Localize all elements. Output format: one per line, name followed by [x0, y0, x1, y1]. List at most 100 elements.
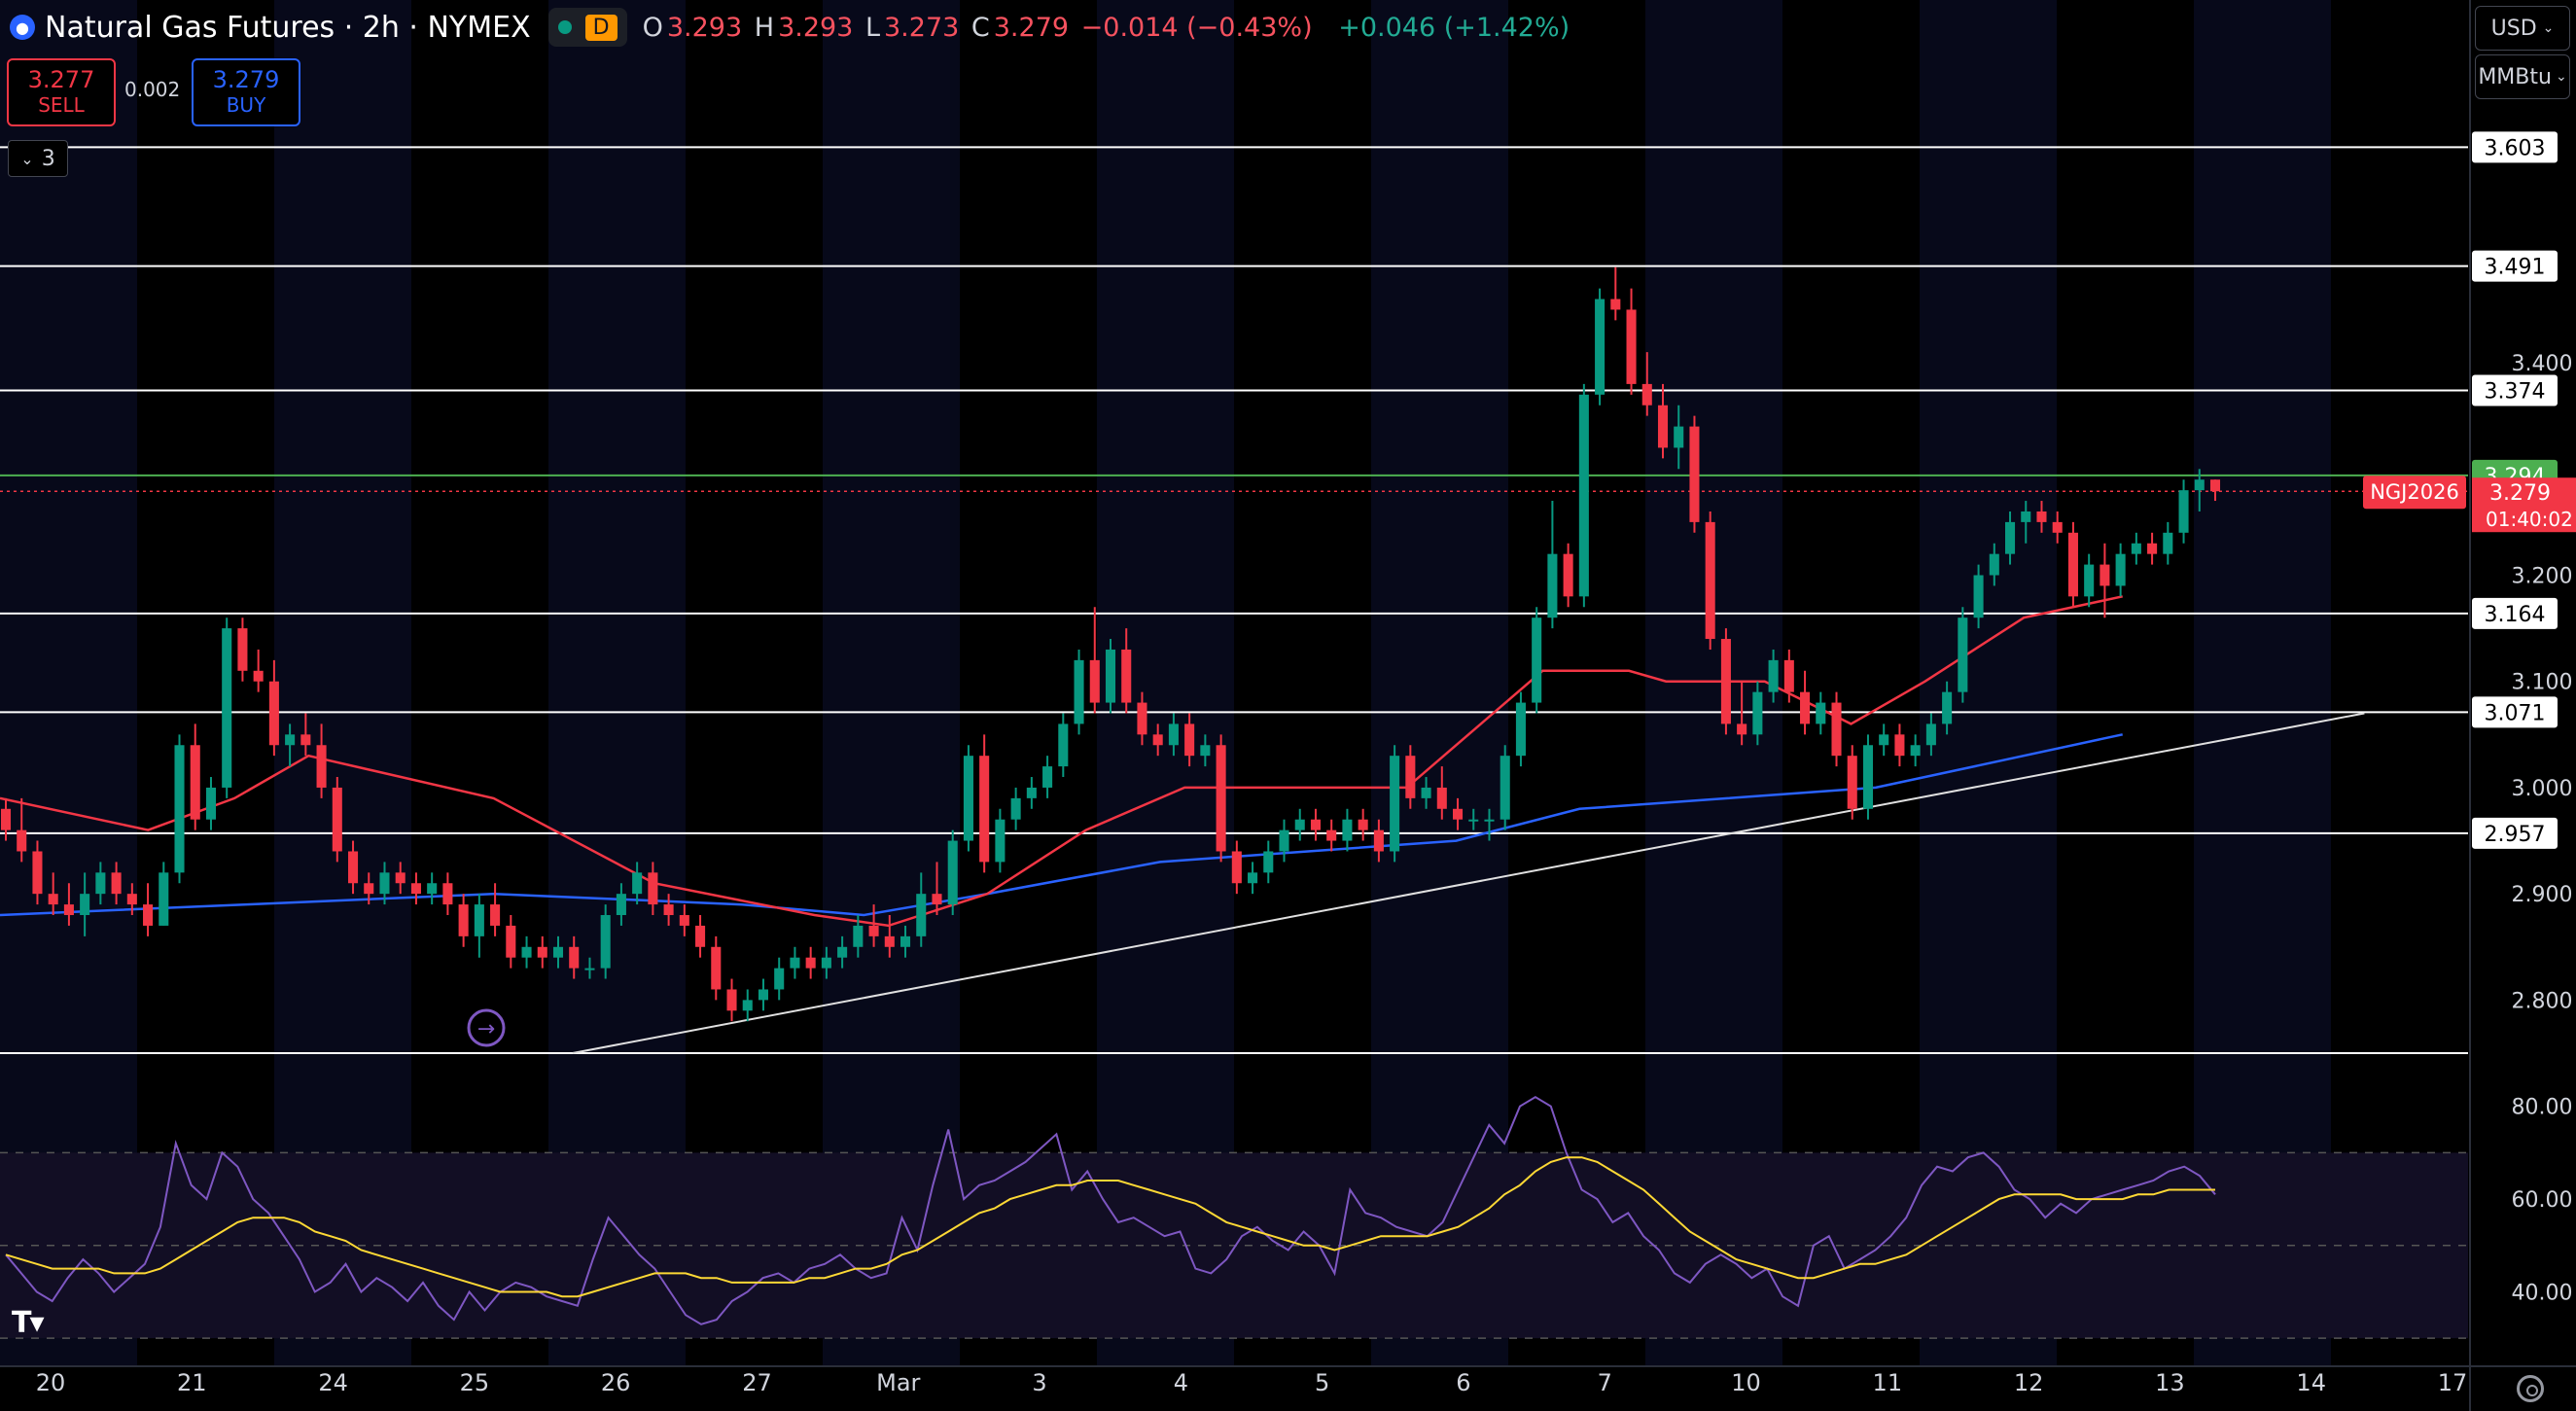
- session-band: [274, 0, 411, 1366]
- candle-body: [2084, 564, 2095, 597]
- candle-body: [63, 904, 74, 916]
- candle-body: [1373, 829, 1384, 852]
- candle-body: [126, 894, 137, 905]
- candle-body: [32, 851, 43, 895]
- candle-body: [758, 989, 769, 1001]
- price-axis[interactable]: 2.800 2.900 3.000 3.100 3.200 3.400 3.603 3.491…: [2363, 0, 2576, 1411]
- candle-body: [1026, 787, 1037, 798]
- session-band: [1371, 0, 1508, 1366]
- high-label: H: [754, 12, 775, 43]
- indicators-collapse-button[interactable]: ⌄ 3: [8, 140, 68, 177]
- level-price-label: 3.164: [2485, 603, 2546, 627]
- candle-body: [837, 946, 848, 958]
- candle-body: [742, 1000, 753, 1011]
- candle-body: [1358, 819, 1368, 830]
- time-tick-label: 17: [2438, 1369, 2468, 1396]
- last-price-label: 3.279: [2489, 481, 2551, 506]
- buy-button[interactable]: 3.279 BUY: [192, 58, 300, 126]
- time-tick-label: 7: [1598, 1369, 1612, 1396]
- level-price-label: 3.603: [2485, 136, 2546, 160]
- unit-label: MMBtu: [2478, 64, 2552, 89]
- candle-body: [868, 925, 879, 936]
- candle-body: [1421, 787, 1431, 798]
- candle-body: [490, 904, 501, 926]
- candle-body: [1168, 723, 1179, 746]
- currency-select[interactable]: USD ⌄: [2475, 6, 2570, 51]
- price-tick-label: 2.900: [2512, 883, 2573, 907]
- candle-body: [1058, 723, 1069, 767]
- horizontal-levels[interactable]: [0, 146, 2468, 1054]
- session-band: [1097, 0, 1234, 1366]
- chevron-down-icon: ⌄: [2555, 69, 2567, 85]
- trendline[interactable]: [572, 712, 2365, 1054]
- candle-body: [1610, 299, 1621, 310]
- candle-body: [1326, 829, 1337, 841]
- gear-icon[interactable]: [2517, 1375, 2544, 1402]
- chevron-down-icon: ⌄: [20, 149, 34, 168]
- level-price-badge: [2472, 817, 2558, 849]
- candle-body: [1468, 819, 1479, 822]
- sell-button[interactable]: 3.277 SELL: [7, 58, 116, 126]
- candle-body: [616, 894, 626, 916]
- close-label: C: [970, 12, 990, 43]
- candle-body: [2100, 564, 2110, 586]
- candle-body: [1705, 521, 1715, 640]
- candle-body: [1578, 394, 1589, 597]
- time-tick-label: 20: [36, 1369, 66, 1396]
- rsi-tick-label: 40.00: [2512, 1281, 2573, 1305]
- status-pill[interactable]: D: [547, 8, 627, 47]
- change-value: −0.014 (−0.43%): [1080, 12, 1313, 43]
- candle-body: [1752, 691, 1763, 735]
- interval-badge: D: [584, 14, 618, 41]
- candle-body: [1074, 659, 1084, 724]
- candle-body: [1121, 649, 1132, 703]
- candle-body: [80, 894, 90, 916]
- candle-body: [2163, 532, 2173, 554]
- session-band: [1645, 0, 1782, 1366]
- time-tick-label: 12: [2014, 1369, 2044, 1396]
- symbol-title[interactable]: Natural Gas Futures · 2h · NYMEX: [45, 10, 531, 45]
- candle-body: [2052, 521, 2063, 533]
- market-open-dot-icon: [557, 20, 572, 34]
- candle-body: [1105, 649, 1116, 703]
- candle-body: [569, 946, 580, 969]
- candle-body: [1942, 691, 1953, 724]
- time-axis[interactable]: 20 21 24 25 26 27 Mar 3 4 5 6 7 10 11 12 13 14 17: [0, 1365, 2576, 1396]
- candle-body: [1010, 797, 1021, 820]
- candle-body: [1184, 723, 1195, 757]
- candle-body: [2067, 532, 2078, 597]
- candle-body: [853, 925, 864, 947]
- candle-body: [1137, 702, 1147, 735]
- countdown-label: 01:40:02: [2486, 508, 2573, 531]
- candle-body: [1294, 819, 1305, 830]
- candle-body: [1831, 702, 1842, 757]
- level-price-badge: [2472, 374, 2558, 406]
- candle-body: [821, 957, 831, 969]
- open-value: 3.293: [666, 12, 743, 43]
- time-tick-label: 4: [1174, 1369, 1188, 1396]
- candle-body: [900, 935, 911, 947]
- candle-body: [1689, 426, 1700, 522]
- trendline-segment: [572, 712, 2365, 1054]
- candle-body: [679, 915, 689, 926]
- candle-body: [1973, 575, 1984, 618]
- candle-body: [2021, 511, 2031, 522]
- time-tick-label: 3: [1032, 1369, 1046, 1396]
- candle-body: [347, 851, 359, 884]
- session-band: [1920, 0, 2057, 1366]
- candle-body: [1248, 872, 1258, 884]
- candle-body: [395, 872, 406, 884]
- time-tick-label: 24: [318, 1369, 348, 1396]
- indicator-count: 3: [41, 146, 55, 171]
- unit-select[interactable]: MMBtu ⌄: [2475, 54, 2570, 99]
- candle-body: [932, 894, 942, 905]
- rsi-tick-label: 60.00: [2512, 1188, 2573, 1213]
- candle-body: [2004, 521, 2016, 554]
- candle-body: [947, 840, 958, 905]
- candle-body: [190, 745, 200, 820]
- level-price-badge: [2472, 250, 2558, 282]
- level-price-label: 3.491: [2485, 256, 2546, 280]
- candle-body: [1515, 702, 1526, 757]
- candle-body: [1484, 819, 1495, 822]
